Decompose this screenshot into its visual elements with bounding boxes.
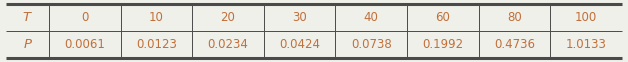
Text: $T$: $T$	[22, 11, 33, 24]
Text: 20: 20	[220, 11, 236, 24]
Text: 60: 60	[435, 11, 450, 24]
Text: 80: 80	[507, 11, 522, 24]
Text: 30: 30	[292, 11, 307, 24]
Text: 40: 40	[364, 11, 379, 24]
Text: 0.0738: 0.0738	[351, 38, 391, 51]
Text: $P$: $P$	[23, 38, 33, 51]
Text: 0.0123: 0.0123	[136, 38, 177, 51]
Text: 0: 0	[81, 11, 89, 24]
Text: 0.0234: 0.0234	[207, 38, 249, 51]
Text: 0.0061: 0.0061	[64, 38, 106, 51]
Text: 100: 100	[575, 11, 597, 24]
Text: 0.0424: 0.0424	[279, 38, 320, 51]
Text: 0.1992: 0.1992	[422, 38, 463, 51]
Text: 10: 10	[149, 11, 164, 24]
Text: 1.0133: 1.0133	[565, 38, 607, 51]
Text: 0.4736: 0.4736	[494, 38, 535, 51]
